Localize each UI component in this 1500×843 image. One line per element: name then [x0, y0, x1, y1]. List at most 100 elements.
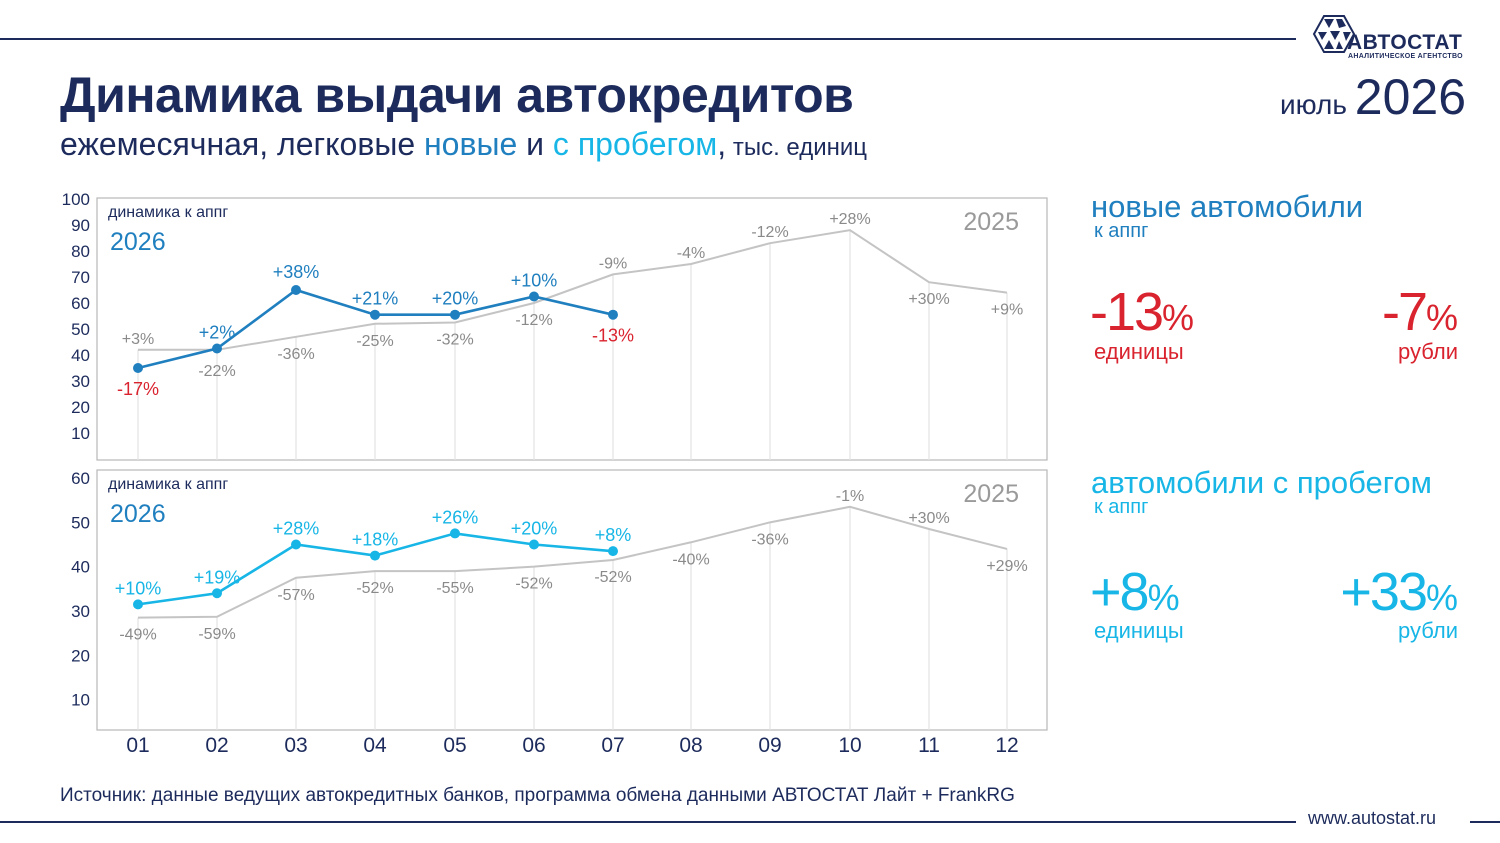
- subtitle-unit: тыс. единиц: [726, 134, 868, 161]
- x-tick-label: 06: [522, 734, 545, 757]
- series-2025-data-label: -52%: [594, 569, 631, 586]
- logo-name: АВТОСТАТ: [1347, 31, 1463, 54]
- series-2026-point: [370, 309, 380, 320]
- x-tick-label: 08: [679, 734, 702, 757]
- series-2026-data-label: +20%: [432, 289, 479, 309]
- series-2025-data-label: -59%: [198, 626, 235, 643]
- series-2026-data-label: +20%: [511, 519, 558, 539]
- used-cars-sub: к аппг: [1094, 496, 1149, 518]
- subtitle-used: с пробегом: [552, 126, 718, 162]
- y-tick-label: 90: [71, 216, 90, 235]
- y-tick-label: 20: [71, 398, 90, 417]
- y-tick-label: 20: [71, 646, 90, 665]
- used-rub-number: +33: [1340, 562, 1428, 622]
- series-2026-point: [212, 343, 222, 354]
- y-tick-label: 50: [71, 513, 90, 532]
- series-2026-data-label: +2%: [199, 323, 236, 343]
- series-2026-point: [450, 528, 460, 539]
- series-2026-data-label: +19%: [194, 567, 241, 587]
- series-2026-data-label: +8%: [595, 525, 632, 545]
- series-2025-data-label: -49%: [119, 627, 156, 644]
- chart-panel-frame-used: [96, 469, 1048, 731]
- source-note: Источник: данные ведущих автокредитных б…: [60, 785, 1015, 806]
- subtitle-new: новые: [424, 126, 518, 162]
- series-2026-point: [608, 546, 618, 557]
- series-2026-point: [529, 291, 539, 302]
- x-tick-label: 05: [443, 734, 466, 757]
- period-year: 2026: [1354, 69, 1466, 125]
- series-2026-data-label: +18%: [352, 530, 399, 550]
- credit-dynamics-chart: 10 20 30 40 50 60 70 80 90 100 +3% -22% -36% -25% -32%…: [62, 190, 1048, 757]
- new-rub-label: рубли: [1398, 339, 1458, 364]
- series-2026-point: [212, 588, 222, 599]
- series-2026-point: [291, 539, 301, 550]
- top-rule: [0, 38, 1296, 40]
- y-tick-label: 10: [71, 424, 90, 443]
- series-2026-point: [450, 309, 460, 320]
- autostat-hexagon-logo-icon: [1312, 15, 1356, 53]
- y-tick-label: 60: [71, 469, 90, 488]
- used-rub-label: рубли: [1398, 618, 1458, 643]
- series-2025-line-new: [138, 229, 1008, 351]
- y-tick-label: 40: [71, 558, 90, 577]
- subtitle-comma: ,: [717, 126, 727, 162]
- series-2025-data-label: -22%: [198, 363, 235, 380]
- x-tick-label: 11: [918, 734, 940, 757]
- y-tick-label: 30: [71, 372, 90, 391]
- x-tick-label: 09: [758, 734, 781, 757]
- used-units-label: единицы: [1094, 618, 1184, 643]
- series-2025-data-label: +30%: [908, 510, 949, 527]
- y-tick-label: 70: [71, 268, 90, 287]
- series-2026-point: [133, 599, 143, 610]
- series-2025-line-used: [137, 505, 1008, 619]
- y-tick-label: 50: [71, 320, 90, 339]
- used-rub-percent: %: [1425, 577, 1458, 618]
- new-cars-title: новые автомобили: [1091, 189, 1364, 224]
- series-2025-data-label: -1%: [836, 488, 864, 505]
- new-units-percent: %: [1162, 297, 1195, 338]
- series-2025-data-label: +9%: [991, 302, 1023, 319]
- series-2025-data-label: -55%: [436, 580, 473, 597]
- series-2026-point: [608, 309, 618, 320]
- subtitle-and: и: [517, 126, 553, 162]
- new-units-label: единицы: [1094, 339, 1184, 364]
- series-2026-data-label: +38%: [273, 262, 320, 282]
- x-tick-label: 10: [838, 734, 861, 757]
- legend-2025-used: 2025: [963, 480, 1019, 508]
- series-2026-point: [370, 550, 380, 561]
- x-tick-label: 01: [126, 734, 149, 757]
- x-tick-label: 12: [995, 734, 1018, 757]
- new-units-value: -13%: [1090, 285, 1194, 345]
- series-2026-data-label: -17%: [117, 379, 159, 399]
- legend-2025-new: 2025: [963, 208, 1019, 236]
- series-2025-data-label: +30%: [908, 291, 949, 308]
- series-2026-data-label: +26%: [432, 507, 479, 527]
- series-2026-point: [291, 285, 301, 295]
- bottom-rule-right: [1470, 821, 1500, 823]
- x-tick-label: 04: [363, 734, 387, 757]
- series-2025-data-label: -32%: [436, 332, 473, 349]
- legend-2026-used: 2026: [110, 500, 166, 528]
- series-2025-data-label: -25%: [356, 333, 393, 350]
- y-tick-label: 60: [71, 294, 90, 313]
- new-rub-percent: %: [1425, 297, 1458, 338]
- legend-2026-new: 2026: [110, 228, 166, 256]
- y-tick-label: 80: [71, 242, 90, 261]
- x-tick-label: 03: [284, 734, 307, 757]
- y-tick-label: 10: [71, 691, 90, 710]
- x-tick-label: 02: [205, 734, 228, 757]
- y-tick-label: 30: [71, 602, 90, 621]
- series-2025-data-label: +28%: [829, 211, 870, 228]
- y-tick-label: 100: [62, 190, 90, 209]
- used-cars-title: автомобили с пробегом: [1091, 465, 1432, 500]
- report-period: июль 2026: [1280, 68, 1466, 126]
- bottom-rule: [0, 821, 1296, 823]
- series-2026-point: [529, 539, 539, 550]
- subtitle-part-1: ежемесячная, легковые: [60, 126, 424, 162]
- used-rub-value: +33%: [1340, 565, 1458, 625]
- series-2025-data-label: -9%: [599, 255, 627, 272]
- series-2025-data-label: -57%: [277, 587, 314, 604]
- series-2025-data-label: -52%: [356, 580, 393, 597]
- website-link[interactable]: www.autostat.ru: [1308, 808, 1437, 828]
- series-2025-data-label: -4%: [677, 245, 705, 262]
